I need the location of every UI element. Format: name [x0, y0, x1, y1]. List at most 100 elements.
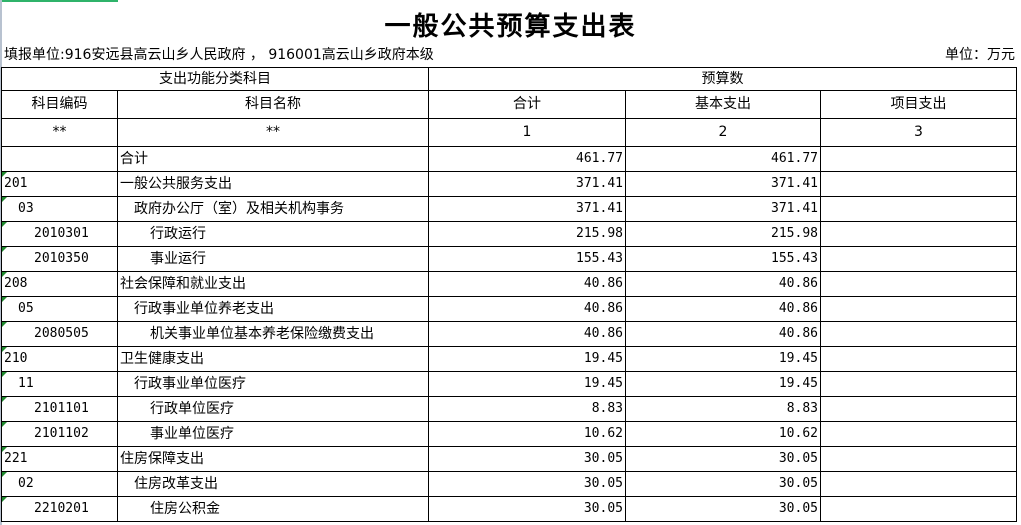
code-cell[interactable]: 210 [1, 346, 118, 372]
project-cell[interactable] [820, 171, 1017, 197]
basic-cell[interactable]: 40.86 [625, 271, 821, 297]
code-cell[interactable]: 02 [1, 471, 118, 497]
total-cell[interactable]: 155.43 [428, 246, 626, 272]
table-row: 合计 461.77 461.77 [1, 146, 1017, 172]
basic-cell[interactable]: 10.62 [625, 421, 821, 447]
index-cell[interactable]: 3 [820, 118, 1017, 147]
basic-cell[interactable]: 30.05 [625, 471, 821, 497]
basic-cell[interactable]: 19.45 [625, 346, 821, 372]
project-cell[interactable] [820, 371, 1017, 397]
header-budget-amount[interactable]: 预算数 [428, 67, 1017, 91]
name-cell[interactable]: 机关事业单位基本养老保险缴费支出 [117, 321, 429, 347]
name-cell[interactable]: 住房公积金 [117, 496, 429, 522]
basic-cell[interactable]: 155.43 [625, 246, 821, 272]
basic-cell[interactable]: 8.83 [625, 396, 821, 422]
header-name[interactable]: 科目名称 [117, 90, 429, 119]
total-cell[interactable]: 10.62 [428, 421, 626, 447]
total-cell[interactable]: 8.83 [428, 396, 626, 422]
project-cell[interactable] [820, 321, 1017, 347]
project-cell[interactable] [820, 421, 1017, 447]
project-cell[interactable] [820, 346, 1017, 372]
total-cell[interactable]: 19.45 [428, 346, 626, 372]
name-cell[interactable]: 事业运行 [117, 246, 429, 272]
total-cell[interactable]: 461.77 [428, 146, 626, 172]
code-cell[interactable]: 2010301 [1, 221, 118, 247]
basic-cell[interactable]: 30.05 [625, 496, 821, 522]
project-cell[interactable] [820, 246, 1017, 272]
project-cell[interactable] [820, 196, 1017, 222]
project-cell[interactable] [820, 221, 1017, 247]
name-cell[interactable]: 合计 [117, 146, 429, 172]
total-cell[interactable]: 30.05 [428, 496, 626, 522]
basic-cell[interactable]: 30.05 [625, 446, 821, 472]
index-cell[interactable]: ** [1, 118, 118, 147]
total-cell[interactable]: 30.05 [428, 471, 626, 497]
total-cell[interactable]: 371.41 [428, 196, 626, 222]
total-cell[interactable]: 40.86 [428, 296, 626, 322]
code-cell[interactable]: 201 [1, 171, 118, 197]
table-row: 210 卫生健康支出 19.45 19.45 [1, 346, 1017, 372]
header-project[interactable]: 项目支出 [820, 90, 1017, 119]
total-cell[interactable]: 215.98 [428, 221, 626, 247]
code-cell[interactable]: 2101102 [1, 421, 118, 447]
name-cell[interactable]: 政府办公厅（室）及相关机构事务 [117, 196, 429, 222]
table-row: 05 行政事业单位养老支出 40.86 40.86 [1, 296, 1017, 322]
name-cell[interactable]: 行政事业单位医疗 [117, 371, 429, 397]
column-header-row: 科目编码 科目名称 合计 基本支出 项目支出 [1, 90, 1017, 119]
header-total[interactable]: 合计 [428, 90, 626, 119]
total-cell[interactable]: 40.86 [428, 271, 626, 297]
code-cell[interactable] [1, 146, 118, 172]
table-row: 2080505 机关事业单位基本养老保险缴费支出 40.86 40.86 [1, 321, 1017, 347]
name-cell[interactable]: 卫生健康支出 [117, 346, 429, 372]
basic-cell[interactable]: 19.45 [625, 371, 821, 397]
basic-cell[interactable]: 40.86 [625, 321, 821, 347]
name-cell[interactable]: 一般公共服务支出 [117, 171, 429, 197]
index-cell[interactable]: 1 [428, 118, 626, 147]
project-cell[interactable] [820, 446, 1017, 472]
total-cell[interactable]: 40.86 [428, 321, 626, 347]
project-cell[interactable] [820, 146, 1017, 172]
table-row: 2010350 事业运行 155.43 155.43 [1, 246, 1017, 272]
table-row: 208 社会保障和就业支出 40.86 40.86 [1, 271, 1017, 297]
code-cell[interactable]: 2010350 [1, 246, 118, 272]
index-cell[interactable]: ** [117, 118, 429, 147]
total-cell[interactable]: 371.41 [428, 171, 626, 197]
name-cell[interactable]: 行政运行 [117, 221, 429, 247]
name-cell[interactable]: 行政单位医疗 [117, 396, 429, 422]
code-cell[interactable]: 208 [1, 271, 118, 297]
project-cell[interactable] [820, 296, 1017, 322]
basic-cell[interactable]: 461.77 [625, 146, 821, 172]
name-cell[interactable]: 事业单位医疗 [117, 421, 429, 447]
project-cell[interactable] [820, 471, 1017, 497]
basic-cell[interactable]: 40.86 [625, 296, 821, 322]
code-cell[interactable]: 11 [1, 371, 118, 397]
header-function-category[interactable]: 支出功能分类科目 [1, 67, 429, 91]
name-cell[interactable]: 住房改革支出 [117, 471, 429, 497]
name-cell[interactable]: 行政事业单位养老支出 [117, 296, 429, 322]
code-cell[interactable]: 2080505 [1, 321, 118, 347]
basic-cell[interactable]: 215.98 [625, 221, 821, 247]
code-cell[interactable]: 2101101 [1, 396, 118, 422]
reporting-unit: 填报单位:916安远县高云山乡人民政府 ， 916001高云山乡政府本级 [4, 47, 434, 63]
table-row: 11 行政事业单位医疗 19.45 19.45 [1, 371, 1017, 397]
total-cell[interactable]: 30.05 [428, 446, 626, 472]
table-row: 221 住房保障支出 30.05 30.05 [1, 446, 1017, 472]
basic-cell[interactable]: 371.41 [625, 171, 821, 197]
name-cell[interactable]: 社会保障和就业支出 [117, 271, 429, 297]
header-basic[interactable]: 基本支出 [625, 90, 821, 119]
code-cell[interactable]: 03 [1, 196, 118, 222]
name-cell[interactable]: 住房保障支出 [117, 446, 429, 472]
index-cell[interactable]: 2 [625, 118, 821, 147]
table-row: 2101102 事业单位医疗 10.62 10.62 [1, 421, 1017, 447]
page-title: 一般公共预算支出表 [384, 12, 637, 42]
basic-cell[interactable]: 371.41 [625, 196, 821, 222]
code-cell[interactable]: 221 [1, 446, 118, 472]
total-cell[interactable]: 19.45 [428, 371, 626, 397]
project-cell[interactable] [820, 496, 1017, 522]
header-code[interactable]: 科目编码 [1, 90, 118, 119]
code-cell[interactable]: 05 [1, 296, 118, 322]
project-cell[interactable] [820, 271, 1017, 297]
index-row: ** ** 1 2 3 [1, 118, 1017, 147]
code-cell[interactable]: 2210201 [1, 496, 118, 522]
project-cell[interactable] [820, 396, 1017, 422]
